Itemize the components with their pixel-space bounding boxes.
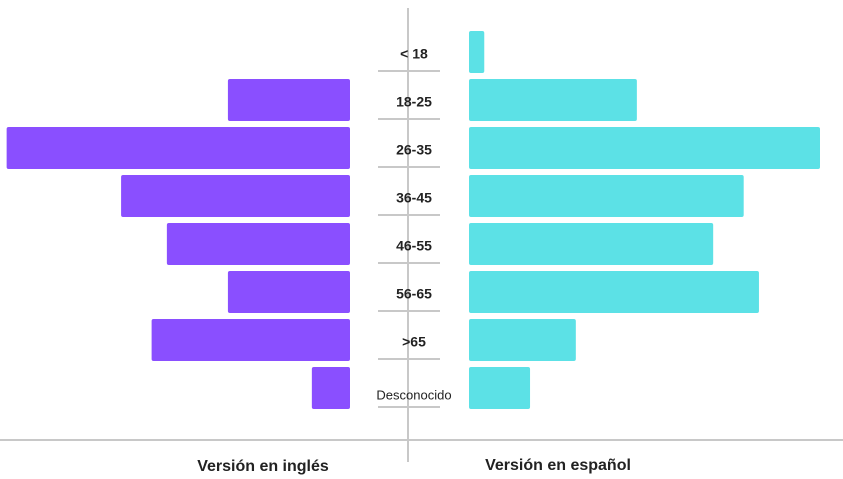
bar (469, 31, 485, 73)
bar (311, 367, 350, 409)
category-label: 18-25 (396, 94, 432, 110)
bar (469, 271, 759, 313)
bar (121, 175, 350, 217)
category-label: 46-55 (396, 238, 432, 254)
category-label: >65 (402, 334, 426, 350)
bar (166, 223, 350, 265)
category-label: Desconocido (376, 387, 451, 402)
bar (469, 175, 744, 217)
bar (151, 319, 350, 361)
bar (469, 127, 820, 169)
bar (469, 319, 576, 361)
bar (227, 79, 350, 121)
category-label: 36-45 (396, 190, 432, 206)
legend-label: Versión en inglés (197, 458, 329, 475)
category-label: < 18 (400, 46, 428, 62)
bar (6, 127, 351, 169)
bar (469, 223, 714, 265)
bar (469, 367, 531, 409)
category-label: 26-35 (396, 142, 432, 158)
category-label: 56-65 (396, 286, 432, 302)
legend-label: Versión en español (485, 457, 631, 474)
bar (469, 79, 637, 121)
bar (227, 271, 350, 313)
